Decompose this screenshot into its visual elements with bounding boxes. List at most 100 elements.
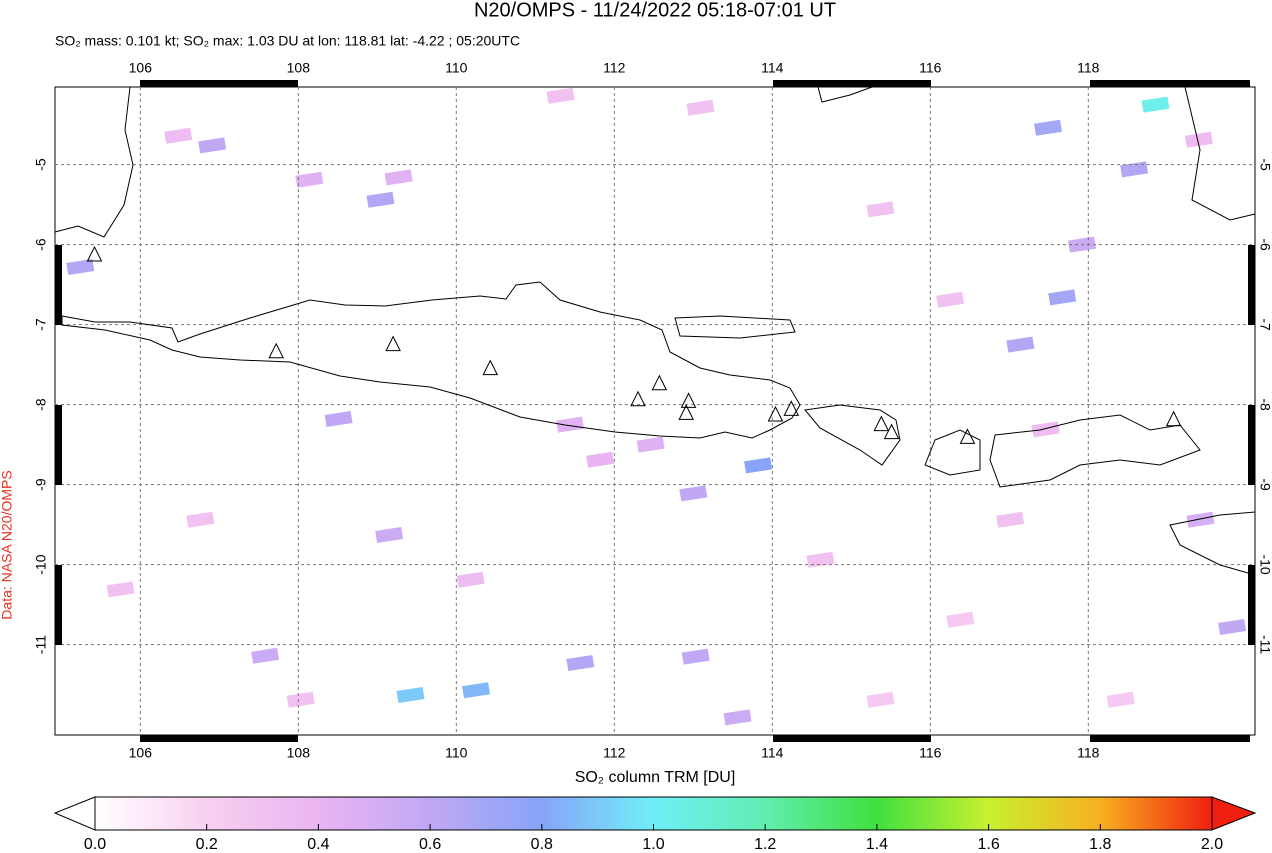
- x-tick-label: 112: [603, 745, 626, 761]
- colorbar-tick-label: 1.2: [754, 836, 776, 853]
- so2-cell: [251, 647, 280, 664]
- colorbar-tick-label: 1.8: [1089, 836, 1111, 853]
- frame-bar: [1090, 80, 1250, 87]
- so2-cell: [366, 191, 395, 208]
- y-tick-label: -9: [1257, 478, 1272, 491]
- x-tick-label: 116: [919, 745, 942, 761]
- y-tick-label: -8: [1257, 398, 1272, 411]
- y-tick-label: -5: [33, 158, 49, 171]
- volcano: [680, 392, 697, 408]
- frame-bar: [1248, 405, 1255, 485]
- coast-sulawesi: [1184, 86, 1256, 221]
- y-tick-label: -6: [33, 238, 49, 251]
- so2-cell: [1186, 511, 1215, 528]
- credit: Data: NASA N20/OMPS: [0, 470, 15, 619]
- volcano: [767, 405, 784, 422]
- x-tick-label: 106: [129, 60, 153, 76]
- grid-layer: [55, 87, 1255, 735]
- so2-cell: [66, 259, 95, 275]
- coast-bali: [804, 404, 901, 466]
- so2-cell: [1184, 131, 1213, 148]
- so2-cell: [1120, 161, 1149, 178]
- colorbar-over: [1211, 796, 1257, 831]
- so2-cell: [744, 457, 773, 474]
- so2-cell: [1141, 96, 1170, 113]
- so2-cell: [806, 551, 835, 568]
- frame-bar: [1248, 565, 1255, 645]
- x-tick-label: 114: [761, 60, 784, 76]
- frame-bar: [773, 80, 931, 87]
- map-frame: [54, 86, 1256, 736]
- y-tick-label: -7: [1257, 318, 1272, 331]
- volcano: [783, 400, 800, 416]
- coastlines: [54, 86, 1256, 576]
- x-tick-label: 110: [445, 60, 468, 76]
- colorbar-tick-label: 0.8: [531, 836, 553, 853]
- colorbar-tick-label: 1.6: [977, 836, 999, 853]
- x-tick-label: 110: [445, 745, 468, 761]
- x-tick-label: 118: [1077, 60, 1100, 76]
- so2-cell: [723, 709, 752, 726]
- y-tick-label: -11: [33, 635, 49, 654]
- frame-bar: [55, 405, 62, 485]
- colorbar-tick-label: 1.0: [642, 836, 664, 853]
- y-tick-label: -5: [1257, 158, 1272, 171]
- frame-bar: [1248, 245, 1255, 325]
- colorbar-label: SO₂ column TRM [DU]: [575, 769, 736, 786]
- so2-cell: [1034, 119, 1063, 136]
- so2-cell: [946, 611, 975, 628]
- volcano: [86, 245, 103, 262]
- so2-cell: [866, 201, 895, 218]
- so2-cell: [636, 436, 665, 453]
- volcano: [959, 428, 976, 444]
- y-tick-label: -10: [1257, 554, 1272, 574]
- coast-lombok: [924, 429, 981, 476]
- so2-cell: [679, 485, 708, 502]
- volcano: [630, 390, 646, 407]
- so2-cell: [1106, 691, 1135, 708]
- so2-cell: [556, 416, 585, 433]
- so2-cell: [1048, 289, 1077, 306]
- y-tick-label: -11: [1257, 635, 1272, 654]
- volcano: [651, 374, 668, 391]
- frame-bar: [140, 735, 298, 742]
- so2-cell: [295, 171, 324, 188]
- coast-sumatra: [54, 86, 134, 238]
- frame-bars: [55, 80, 1255, 742]
- colorbar-tick-label: 0.0: [84, 836, 106, 853]
- volcano: [883, 423, 900, 440]
- so2-cell: [1218, 619, 1247, 635]
- subtitle: SO₂ mass: 0.101 kt; SO₂ max: 1.03 DU at …: [55, 33, 520, 49]
- frame-bar: [55, 245, 62, 325]
- frame-bar: [773, 735, 931, 742]
- volcano: [873, 415, 890, 432]
- title: N20/OMPS - 11/24/2022 05:18-07:01 UT: [474, 0, 836, 21]
- so2-cell: [1031, 421, 1060, 438]
- colorbar-tick-label: 2.0: [1201, 836, 1223, 853]
- volcano: [268, 342, 285, 359]
- x-tick-label: 108: [287, 745, 311, 761]
- x-tick-label: 116: [919, 60, 942, 76]
- x-tick-label: 108: [287, 60, 311, 76]
- colorbar-ticks: 0.0 0.2 0.4 0.6 0.8 1.0 1.2 1.4 1.6 1.8 2.0: [84, 824, 1223, 853]
- y-tick-label: -10: [33, 554, 49, 574]
- so2-cell: [462, 682, 491, 699]
- colorbar-tick-label: 1.4: [866, 836, 888, 853]
- y-tick-label: -8: [33, 398, 49, 411]
- x-tick-label: 106: [129, 745, 153, 761]
- frame-bar: [140, 80, 298, 87]
- so2-cell: [546, 87, 575, 104]
- so2-cell: [286, 691, 315, 708]
- volcano: [385, 335, 401, 352]
- frame-bar: [55, 565, 62, 645]
- colorbar-tick-label: 0.4: [307, 836, 329, 853]
- colorbar-under: [53, 796, 96, 831]
- x-tick-label: 114: [761, 745, 784, 761]
- so2-cell: [996, 511, 1025, 528]
- y-tick-label: -7: [33, 318, 49, 331]
- so2-cell: [936, 291, 965, 308]
- coast-borneo: [817, 86, 873, 103]
- so2-cell: [1006, 336, 1035, 353]
- so2-cell: [106, 581, 135, 598]
